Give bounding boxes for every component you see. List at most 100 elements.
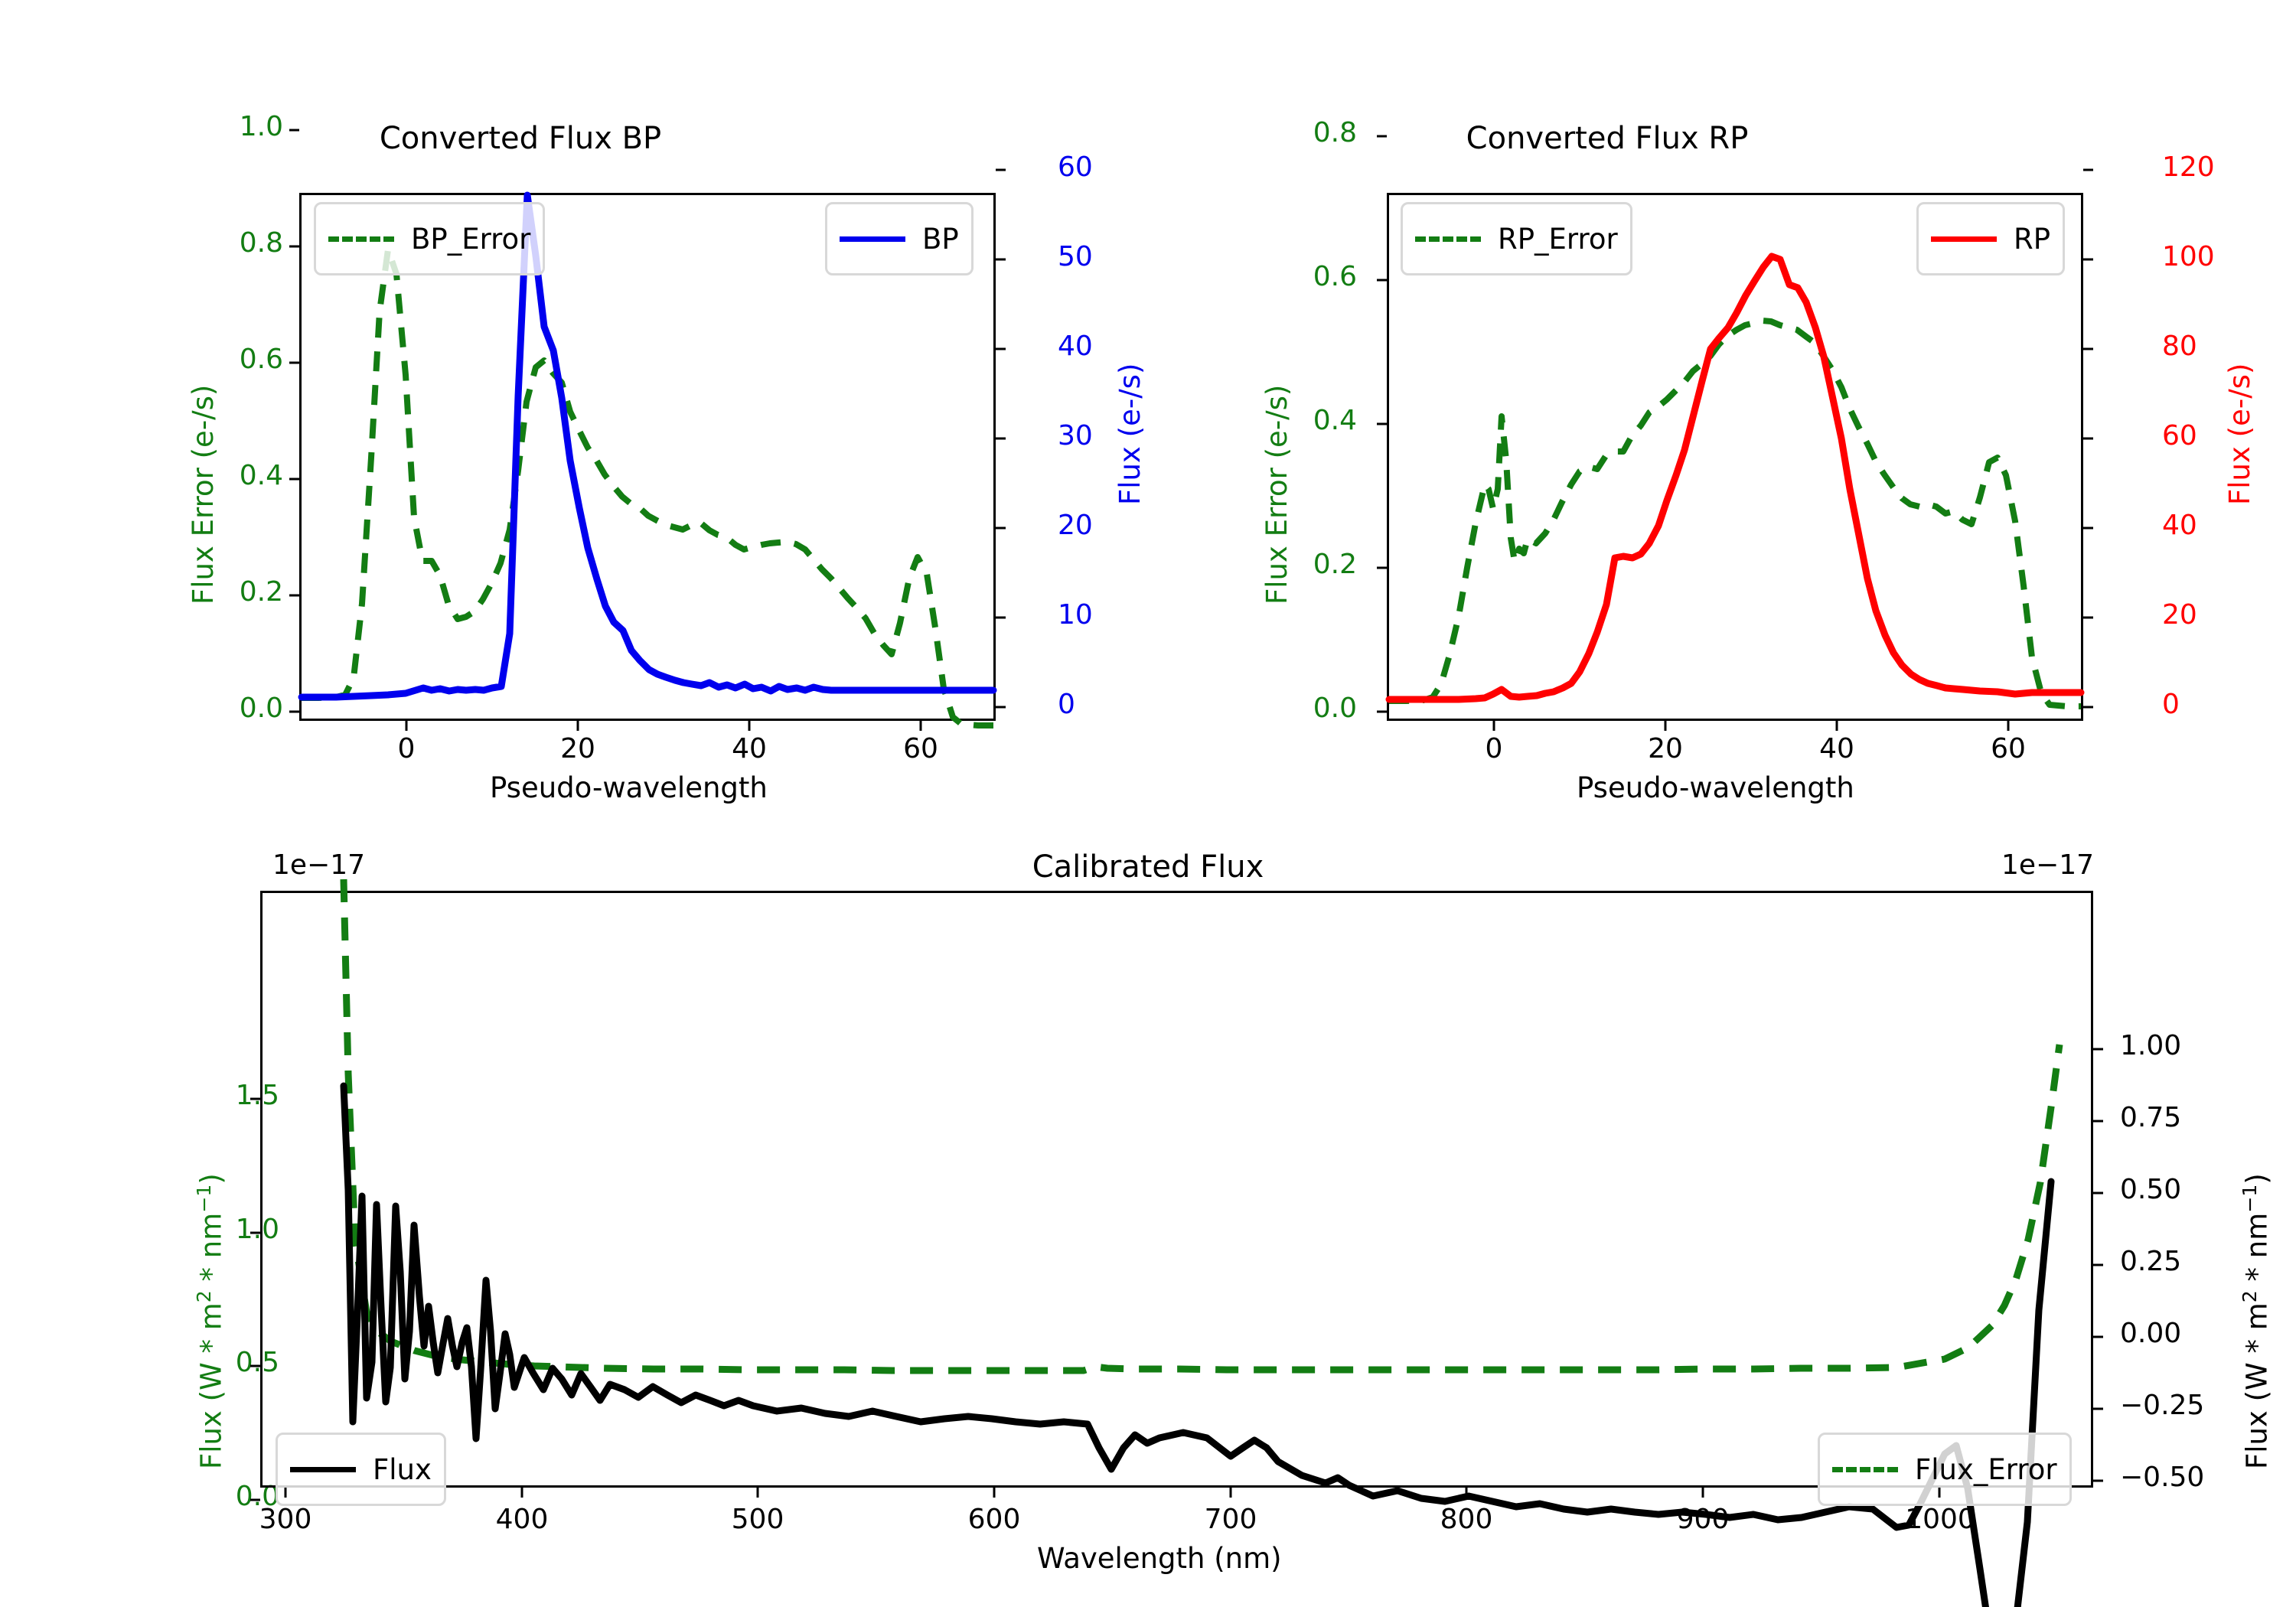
bp-ytick-right-0: 0 [1058,689,1075,720]
rp-right-y-axis-label: Flux (e-/s) [2223,363,2256,505]
calibrated-right-ylabel-sup2: −1 [2239,1184,2261,1213]
bp-error-legend-swatch [328,236,394,242]
bp-xtick-3: 60 [903,733,938,764]
rp-xtick-0: 0 [1485,733,1503,764]
bp-left-y-axis-label: Flux Error (e-/s) [187,384,220,605]
calibrated-ytick-left-1: 0.5 [235,1347,279,1378]
calibrated-flux-error-legend-label: Flux_Error [1915,1452,2057,1486]
calibrated-xtick-2: 500 [731,1504,784,1535]
rp-legend[interactable]: RP [1916,202,2066,275]
bp-xtick-2: 40 [732,733,767,764]
bp-xtick-1: 20 [560,733,595,764]
rp-ytick-right-4: 80 [2162,331,2197,362]
bp-error-series [302,246,993,729]
panel-calibrated-flux: Calibrated Flux 1e−17 1e−17 Flux (W * m2… [0,811,2296,1607]
rp-xtick-3: 60 [1991,733,2026,764]
calibrated-ytick-right-4: 0.50 [2120,1174,2182,1205]
calibrated-panel-title: Calibrated Flux [1032,849,1264,885]
calibrated-left-ylabel-prefix: Flux (W * m [194,1302,228,1469]
calibrated-ytick-right-1: −0.25 [2120,1390,2205,1421]
bp-error-legend-label: BP_Error [411,222,531,256]
calibrated-ytick-right-5: 0.75 [2120,1102,2182,1133]
bp-ytick-right-6: 60 [1058,152,1093,183]
calibrated-flux-legend-swatch [290,1466,356,1472]
calibrated-xtick-0: 300 [259,1504,312,1535]
rp-plot-svg [1385,253,2085,709]
rp-ytick-right-1: 20 [2162,599,2197,631]
calibrated-plot-svg [340,878,2063,1607]
bp-legend-label: BP [922,222,959,256]
rp-ytick-left-0: 0.0 [1313,693,1357,724]
calibrated-xtick-4: 700 [1204,1504,1257,1535]
bp-ytick-left-5: 1.0 [239,111,283,142]
bp-legend[interactable]: BP [825,202,974,275]
rp-ytick-right-6: 120 [2162,152,2215,183]
calibrated-flux-legend[interactable]: Flux [276,1433,446,1506]
bp-ytick-left-1: 0.2 [239,576,283,608]
bp-xtick-0: 0 [397,733,416,764]
calibrated-ytick-right-2: 0.00 [2120,1318,2182,1349]
rp-ytick-right-2: 40 [2162,510,2197,541]
calibrated-right-y-axis-label: Flux (W * m2 * nm−1) [2239,1173,2273,1469]
bp-ytick-left-0: 0.0 [239,693,283,724]
rp-ytick-right-5: 100 [2162,241,2215,272]
bp-ytick-right-1: 10 [1058,599,1093,631]
rp-legend-label: RP [2014,222,2051,256]
bp-legend-swatch [840,236,905,242]
bp-series [298,191,997,701]
rp-ytick-right-3: 60 [2162,420,2197,451]
calibrated-right-ylabel-mid: * nm [2240,1212,2274,1291]
calibrated-right-ylabel-sup1: 2 [2239,1290,2261,1303]
rp-xtick-2: 40 [1819,733,1854,764]
rp-error-legend-label: RP_Error [1498,222,1618,256]
calibrated-ytick-right-0: −0.50 [2120,1462,2205,1493]
bp-plot-svg [298,191,997,729]
calibrated-flux-error-series [340,878,2063,1374]
bp-x-axis-label: Pseudo-wavelength [490,771,768,804]
bp-ytick-right-5: 50 [1058,241,1093,272]
bp-ytick-right-3: 30 [1058,420,1093,451]
rp-legend-swatch [1931,236,1997,242]
bp-ytick-left-3: 0.6 [239,344,283,375]
panel-converted-flux-rp: Converted Flux RP Flux Error (e-/s) Flux… [1071,0,2296,811]
rp-ytick-left-4: 0.8 [1313,117,1357,148]
calibrated-right-offset-text: 1e−17 [2001,849,2095,881]
rp-error-legend-swatch [1415,236,1481,242]
rp-x-axis-label: Pseudo-wavelength [1577,771,1854,804]
bp-error-legend[interactable]: BP_Error [314,202,546,275]
calibrated-xtick-1: 400 [495,1504,549,1535]
calibrated-left-ylabel-sup1: 2 [193,1290,215,1303]
calibrated-xtick-7: 1000 [1905,1504,1975,1535]
calibrated-right-ylabel-prefix: Flux (W * m [2240,1302,2274,1469]
calibrated-left-offset-text: 1e−17 [272,849,366,881]
bp-ytick-right-2: 20 [1058,510,1093,541]
rp-ytick-left-1: 0.2 [1313,549,1357,580]
rp-panel-title: Converted Flux RP [1466,121,1749,156]
calibrated-xtick-3: 600 [967,1504,1021,1535]
calibrated-xtick-5: 800 [1440,1504,1493,1535]
rp-ytick-left-2: 0.4 [1313,405,1357,436]
calibrated-axes [260,878,2093,1607]
calibrated-ytick-left-2: 1.0 [235,1214,279,1245]
calibrated-right-ylabel-suffix: ) [2240,1173,2274,1185]
calibrated-ytick-left-3: 1.5 [235,1080,279,1111]
calibrated-left-ylabel-sup2: −1 [193,1184,215,1213]
calibrated-ytick-right-3: 0.25 [2120,1246,2182,1277]
rp-ytick-left-3: 0.6 [1313,261,1357,292]
panel-converted-flux-bp: Converted Flux BP Flux Error (e-/s) Flux… [0,0,1148,811]
calibrated-x-axis-label: Wavelength (nm) [1037,1542,1282,1575]
calibrated-flux-series [340,1082,2055,1607]
bp-ytick-left-4: 0.8 [239,227,283,259]
bp-axes [298,191,997,729]
bp-ytick-left-2: 0.4 [239,460,283,491]
calibrated-flux-legend-label: Flux [373,1452,432,1486]
rp-ytick-right-0: 0 [2162,689,2180,720]
calibrated-ytick-right-6: 1.00 [2120,1030,2182,1061]
calibrated-flux-error-legend[interactable]: Flux_Error [1818,1433,2072,1506]
calibrated-left-ylabel-suffix: ) [194,1173,228,1185]
rp-error-legend[interactable]: RP_Error [1401,202,1632,275]
rp-axes [1385,193,2085,721]
bp-panel-title: Converted Flux BP [379,121,662,156]
rp-error-series [1389,318,2081,709]
